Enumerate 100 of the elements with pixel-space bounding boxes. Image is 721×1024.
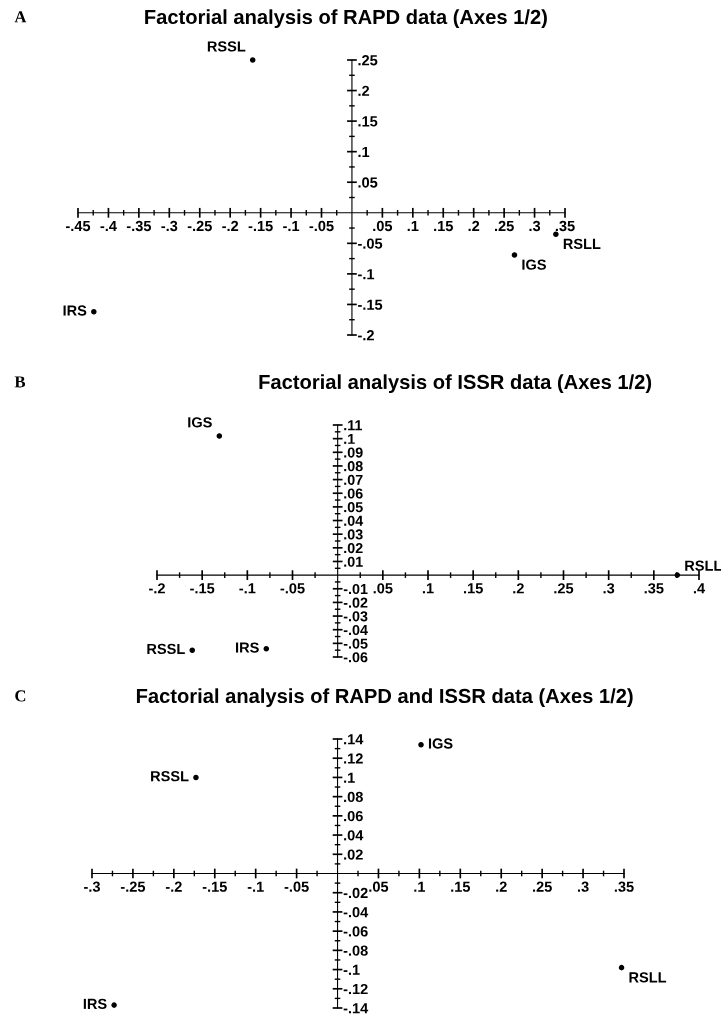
y-tick-label: -.1 [358, 269, 375, 280]
y-tick-label: -.12 [343, 983, 368, 995]
series-label: RSLL [563, 238, 601, 250]
point [263, 646, 270, 652]
text: C [15, 690, 26, 702]
series-label: IRS [83, 998, 107, 1010]
x-tick-label: -.3 [84, 881, 100, 892]
series-label: IRS [236, 642, 259, 653]
y-tick-label: .04 [344, 830, 364, 841]
series-label: RSLL [685, 560, 721, 571]
y-tick-label: .2 [358, 85, 370, 96]
x-tick-label: .1 [422, 583, 434, 594]
x-tick-label: .25 [533, 881, 552, 892]
x-tick-label: .15 [434, 220, 453, 232]
y-tick-label: .11 [344, 420, 362, 431]
x-tick-label: .3 [577, 881, 589, 892]
x-tick-label: -.2 [222, 220, 239, 231]
y-tick-label: .02 [344, 849, 363, 860]
y-tick-label: -.05 [358, 238, 383, 249]
y-tick-label: -.04 [343, 907, 369, 918]
text: B [14, 376, 26, 388]
y-tick-label: -.08 [343, 945, 368, 956]
y-tick-label: .1 [344, 433, 355, 444]
y-tick-label: .07 [344, 474, 363, 485]
y-tick-label: -.14 [343, 1003, 369, 1014]
x-tick-label: -.05 [284, 881, 309, 892]
y-tick-label: -.2 [358, 330, 374, 341]
series-label: RSLL [629, 972, 667, 983]
y-tick-label: .09 [344, 447, 363, 458]
chart-title: Factorial analysis of RAPD and ISSR data (Axes 1/2) [136, 688, 633, 708]
chart-title: Factorial analysis of RAPD data (Axes 1/2) [145, 9, 547, 29]
point [91, 308, 97, 315]
y-tick-label: -.02 [343, 887, 368, 899]
x-tick-label: .1 [407, 220, 419, 231]
y-tick-label: .06 [344, 488, 363, 499]
x-tick-label: -.35 [126, 220, 152, 232]
y-tick-label: .06 [344, 810, 363, 822]
x-tick-label: -.15 [248, 220, 273, 232]
y-tick-label: .01 [344, 556, 363, 567]
y-tick-label: .15 [358, 116, 378, 127]
x-tick-label: .35 [614, 881, 634, 892]
x-tick-label: .15 [464, 583, 483, 594]
y-tick-label: -.04 [343, 624, 368, 636]
series-label: RSSL [147, 643, 185, 655]
series-label: RSSL [151, 771, 189, 782]
x-tick-label: .05 [373, 583, 393, 594]
x-tick-label: .35 [644, 583, 664, 594]
y-tick-label: .08 [344, 791, 363, 803]
y-tick-label: -.06 [343, 926, 368, 937]
point [511, 252, 518, 258]
point [111, 1002, 117, 1008]
x-tick-label: -.1 [239, 583, 256, 594]
y-tick-label: .1 [344, 772, 355, 783]
x-tick-label: .05 [373, 220, 393, 232]
x-tick-label: .25 [494, 220, 514, 232]
x-tick-label: -.25 [120, 881, 146, 892]
point [193, 774, 199, 781]
x-tick-label: -.25 [187, 220, 212, 232]
x-tick-label: -.05 [280, 583, 305, 594]
point [189, 647, 196, 653]
x-tick-label: -.3 [161, 220, 178, 232]
y-tick-label: .1 [358, 146, 370, 157]
series-label: IGS [522, 259, 546, 270]
y-tick-label: -.03 [343, 611, 368, 622]
x-tick-label: .3 [603, 583, 615, 594]
y-tick-label: .12 [344, 753, 363, 764]
x-tick-label: .35 [555, 220, 575, 232]
x-tick-label: -.1 [247, 881, 264, 892]
x-tick-label: -.4 [100, 220, 117, 231]
x-tick-label: .2 [496, 881, 507, 892]
x-tick-label: -.2 [149, 583, 165, 594]
series-label: IGS [428, 738, 453, 749]
y-tick-label: .14 [344, 734, 364, 745]
point [553, 231, 559, 237]
x-tick-label: -.15 [190, 583, 215, 594]
point [249, 57, 256, 63]
y-tick-label: -.01 [343, 583, 368, 595]
x-tick-label: .2 [513, 583, 524, 594]
y-tick-label: -.05 [343, 638, 368, 649]
x-tick-label: .4 [693, 583, 705, 594]
y-tick-label: .05 [358, 177, 378, 188]
x-tick-label: -.05 [309, 220, 334, 232]
y-tick-label: .02 [344, 543, 363, 554]
x-tick-label: -.2 [165, 881, 182, 892]
y-tick-label: .25 [358, 55, 378, 66]
chart-title: Factorial analysis of ISSR data (Axes 1/2) [259, 374, 652, 394]
point [618, 964, 625, 971]
y-tick-label: .03 [344, 529, 363, 540]
y-tick-label: .08 [344, 461, 363, 472]
y-tick-label: .05 [344, 502, 363, 513]
x-tick-label: .3 [529, 220, 541, 232]
y-tick-label: -.02 [343, 597, 368, 608]
series-label: IGS [188, 417, 212, 428]
x-tick-label: -.45 [66, 220, 91, 232]
x-tick-label: .2 [468, 220, 480, 231]
y-tick-label: .04 [344, 515, 364, 526]
text: A [14, 11, 27, 23]
point [418, 741, 424, 748]
y-tick-label: -.1 [343, 964, 360, 975]
x-tick-label: -.15 [202, 881, 227, 892]
